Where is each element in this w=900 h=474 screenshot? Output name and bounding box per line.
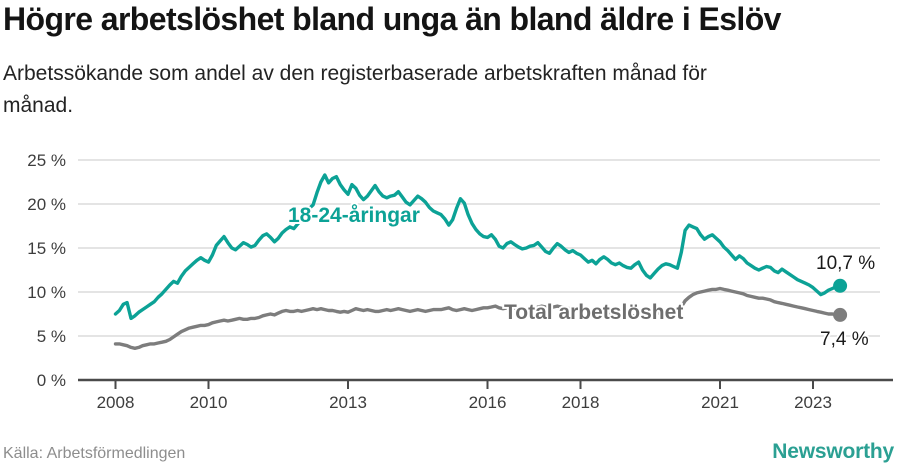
newsworthy-logo[interactable]: Newsworthy bbox=[772, 440, 894, 464]
x-axis-tick-label: 2018 bbox=[562, 393, 600, 412]
grid-layer: 0 % 5 % 10 % 15 % 20 % 25 % 2008 2010 2013 2016 20… bbox=[27, 151, 893, 412]
series-layer bbox=[113, 173, 848, 351]
series-line bbox=[113, 286, 842, 351]
y-axis-tick-label: 25 % bbox=[27, 151, 66, 170]
x-axis-tick-label: 2023 bbox=[794, 393, 832, 412]
series-end-dot bbox=[833, 307, 848, 322]
y-axis-tick-label: 20 % bbox=[27, 195, 66, 214]
y-axis-tick-label: 5 % bbox=[37, 327, 66, 346]
x-axis-tick-label: 2013 bbox=[329, 393, 367, 412]
series-line bbox=[113, 173, 842, 321]
x-axis-tick-label: 2021 bbox=[701, 393, 739, 412]
source-attribution: Källa: Arbetsförmedlingen bbox=[3, 445, 186, 462]
newsworthy-logo-text: Newsworthy bbox=[772, 440, 894, 463]
x-axis-tick-label: 2008 bbox=[97, 393, 135, 412]
y-axis-tick-label: 15 % bbox=[27, 239, 66, 258]
end-value-label-total: 7,4 % bbox=[820, 329, 869, 350]
chart-subtitle: Arbetssökande som andel av den registerb… bbox=[3, 62, 707, 117]
x-axis-tick-label: 2016 bbox=[469, 393, 507, 412]
line-chart: 0 % 5 % 10 % 15 % 20 % 25 % 2008 2010 2013 2016 20… bbox=[27, 151, 893, 412]
end-value-label-young: 10,7 % bbox=[816, 253, 875, 274]
y-axis-tick-label: 0 % bbox=[37, 371, 66, 390]
y-axis-tick-label: 10 % bbox=[27, 283, 66, 302]
series-label-total: Total arbetslöshet bbox=[504, 301, 683, 324]
series-end-dot bbox=[833, 278, 848, 293]
x-axis-tick-label: 2010 bbox=[190, 393, 228, 412]
page-title: Högre arbetslöshet bland unga än bland ä… bbox=[3, 1, 781, 37]
series-label-young: 18-24-åringar bbox=[288, 204, 420, 227]
